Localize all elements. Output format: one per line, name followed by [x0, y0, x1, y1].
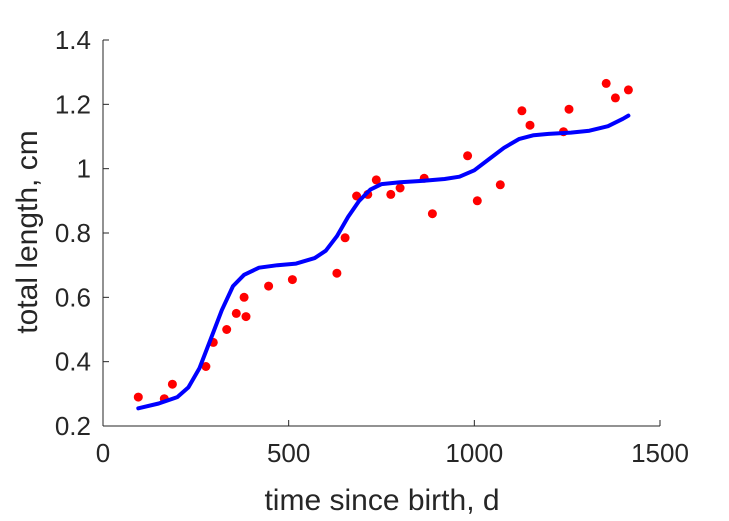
data-point — [352, 191, 362, 201]
x-tick-label: 1000 — [445, 438, 503, 468]
data-point — [133, 392, 143, 402]
y-axis-label: total length, cm — [11, 130, 44, 333]
data-point — [395, 183, 405, 193]
y-tick-label: 1 — [77, 154, 91, 184]
data-point — [601, 78, 611, 88]
y-tick-label: 1.2 — [55, 89, 91, 119]
data-point — [287, 275, 297, 285]
data-point — [239, 292, 249, 302]
data-point — [610, 93, 620, 103]
data-point — [564, 104, 574, 114]
y-axis: 0.2 0.4 0.6 0.8 1 1.2 1.4 — [55, 25, 109, 441]
data-point — [386, 189, 396, 199]
data-point — [463, 151, 473, 161]
data-point — [495, 180, 505, 190]
data-point — [525, 120, 535, 130]
data-point — [623, 85, 633, 95]
data-point — [167, 379, 177, 389]
data-point — [264, 281, 274, 291]
data-point — [371, 175, 381, 185]
data-point — [427, 209, 437, 219]
x-tick-label: 500 — [267, 438, 310, 468]
y-tick-label: 0.8 — [55, 218, 91, 248]
y-tick-label: 0.6 — [55, 282, 91, 312]
x-axis-label: time since birth, d — [264, 484, 499, 517]
data-point — [472, 196, 482, 206]
x-axis: 0 500 1000 1500 — [96, 420, 689, 468]
y-tick-label: 0.2 — [55, 411, 91, 441]
data-point — [340, 233, 350, 243]
plot-area — [133, 78, 633, 411]
fit-curve — [136, 113, 631, 411]
data-point — [517, 106, 527, 116]
x-tick-label: 1500 — [631, 438, 689, 468]
data-point — [332, 268, 342, 278]
y-tick-label: 1.4 — [55, 25, 91, 55]
x-tick-label: 0 — [96, 438, 110, 468]
data-point — [222, 325, 232, 334]
y-tick-label: 0.4 — [55, 347, 91, 377]
data-point — [201, 362, 211, 371]
data-point — [241, 312, 251, 322]
data-point — [231, 308, 241, 318]
